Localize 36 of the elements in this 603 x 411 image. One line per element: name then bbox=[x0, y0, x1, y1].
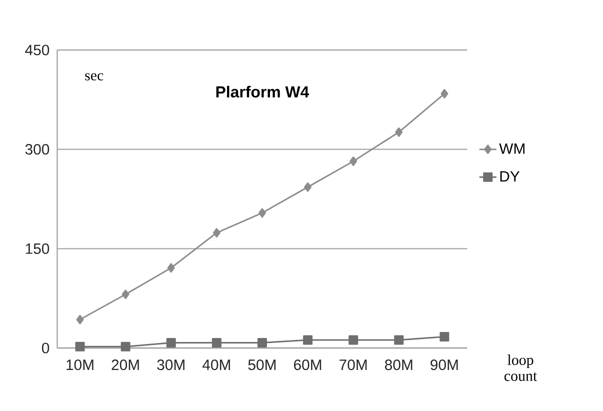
point bbox=[304, 182, 312, 192]
point bbox=[75, 342, 85, 352]
point bbox=[76, 314, 84, 324]
point bbox=[440, 88, 448, 98]
point bbox=[212, 338, 222, 348]
x-tick-label: 80M bbox=[385, 360, 412, 370]
x-tick-label: 60M bbox=[294, 360, 322, 370]
x-tick-label: 40M bbox=[202, 360, 230, 370]
point bbox=[395, 127, 403, 137]
legend-label: WM bbox=[499, 143, 524, 154]
x-tick-label: 10M bbox=[66, 360, 94, 370]
point bbox=[348, 335, 358, 345]
x-tick-label: 70M bbox=[340, 360, 367, 370]
point bbox=[120, 342, 130, 352]
point bbox=[394, 335, 404, 345]
x-tick-label: 20M bbox=[112, 360, 139, 370]
text: Plarform W4 bbox=[216, 86, 310, 98]
point bbox=[257, 338, 267, 348]
x-tick-label: 30M bbox=[157, 360, 184, 370]
y-tick-label: 450 bbox=[25, 44, 50, 56]
y-tick-label: 0 bbox=[42, 342, 50, 354]
x-tick-label: 50M bbox=[248, 360, 276, 370]
point bbox=[440, 332, 450, 342]
y-tick-label: 300 bbox=[25, 144, 50, 155]
point bbox=[303, 335, 313, 345]
x-tick-label: 90M bbox=[430, 360, 458, 370]
y-axis-title: sec bbox=[85, 73, 104, 80]
point bbox=[122, 290, 130, 300]
point bbox=[167, 263, 175, 273]
point bbox=[258, 208, 266, 218]
point bbox=[166, 338, 176, 348]
point bbox=[212, 228, 220, 238]
point bbox=[350, 156, 358, 166]
x-axis-title: loop count bbox=[504, 354, 538, 381]
legend-label: DY bbox=[500, 171, 520, 182]
y-tick-label: 150 bbox=[26, 243, 50, 254]
